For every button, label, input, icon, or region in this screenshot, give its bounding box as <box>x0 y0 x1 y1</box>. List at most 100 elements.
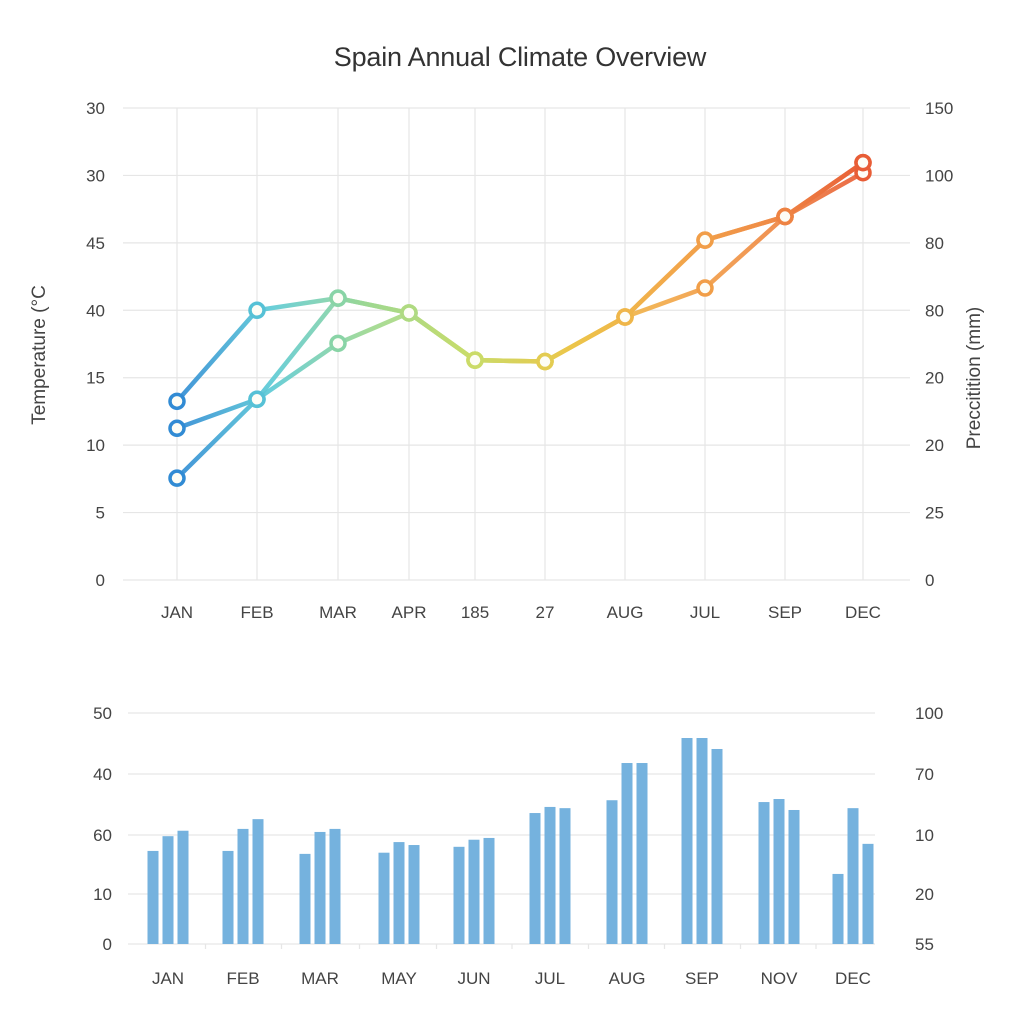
bar <box>378 852 390 944</box>
top-series-points <box>168 153 872 487</box>
data-point <box>168 419 186 438</box>
bar <box>847 808 859 944</box>
data-point <box>854 153 872 172</box>
x-tick-label: JUN <box>457 969 490 988</box>
bar <box>314 831 326 944</box>
bar <box>237 828 249 944</box>
y-tick-label-right: 80 <box>925 301 944 320</box>
bar <box>636 763 648 944</box>
y-tick-label-left: 30 <box>86 166 105 185</box>
bar <box>529 813 541 944</box>
x-tick-label: AUG <box>609 969 646 988</box>
x-tick-label: SEP <box>768 603 802 622</box>
data-point <box>616 308 634 326</box>
data-point <box>248 390 266 409</box>
data-point <box>168 392 186 411</box>
x-tick-label: JUL <box>690 603 720 622</box>
y-tick-label-right: 25 <box>925 504 944 523</box>
bar <box>329 828 341 944</box>
data-point <box>466 351 484 369</box>
data-point <box>536 352 554 371</box>
y-tick-label-left: 15 <box>86 369 105 388</box>
bar <box>711 748 723 944</box>
bar <box>393 842 405 944</box>
bar <box>862 843 874 944</box>
y-axis-label-right: Preccitition (mm) <box>964 307 985 450</box>
x-tick-label: NOV <box>761 969 799 988</box>
top-series-lines <box>174 160 866 481</box>
x-tick-label: FEB <box>240 603 273 622</box>
bar <box>559 808 571 944</box>
bar <box>177 830 189 944</box>
x-tick-label: MAR <box>319 603 357 622</box>
y-tick-label-right: 80 <box>925 234 944 253</box>
bottom-y-axis-right: 55 20 10 70 100 <box>915 704 943 954</box>
y-tick-label-right: 20 <box>925 369 944 388</box>
bar <box>483 837 495 944</box>
y-tick-label-left: 30 <box>86 99 105 118</box>
x-tick-label: SEP <box>685 969 719 988</box>
series-line-3 <box>174 160 866 404</box>
bar <box>621 763 633 944</box>
bar <box>162 836 174 944</box>
x-tick-label: DEC <box>835 969 871 988</box>
y-tick-label-right: 0 <box>925 571 934 590</box>
bar <box>696 738 708 944</box>
bottom-y-axis-left: 0 10 60 40 50 <box>93 704 112 954</box>
bar <box>147 850 159 944</box>
y-tick-label-right: 70 <box>915 765 934 784</box>
data-point <box>776 207 794 226</box>
y-tick-label-right: 100 <box>925 166 953 185</box>
y-tick-label-left: 45 <box>86 234 105 253</box>
bar <box>468 839 480 944</box>
x-tick-label: JAN <box>161 603 193 622</box>
bar <box>758 802 770 944</box>
bar <box>773 799 785 944</box>
data-point <box>696 231 714 249</box>
bar <box>606 800 618 944</box>
y-tick-label-left: 10 <box>93 885 112 904</box>
y-tick-label-left: 0 <box>96 571 105 590</box>
data-point <box>696 279 714 297</box>
y-tick-label-right: 20 <box>925 436 944 455</box>
data-point <box>400 304 418 322</box>
y-axis-label-left: Temperature (°C <box>29 285 50 425</box>
y-tick-label-left: 60 <box>93 826 112 845</box>
bar <box>222 850 234 944</box>
top-gridlines <box>123 107 910 581</box>
bottom-x-axis: JAN FEB MAR MAY JUN JUL AUG SEP NOV DEC <box>152 969 871 988</box>
top-x-axis: JAN FEB MAR APR 185 27 AUG JUL SEP DEC <box>161 603 881 622</box>
y-tick-label-right: 55 <box>915 935 934 954</box>
y-tick-label-left: 5 <box>96 504 105 523</box>
bar <box>788 809 800 944</box>
y-tick-label-left: 50 <box>93 704 112 723</box>
x-tick-label: MAY <box>381 969 417 988</box>
bar <box>544 806 556 944</box>
x-tick-label: JAN <box>152 969 184 988</box>
data-point <box>329 289 347 307</box>
bar <box>832 873 844 944</box>
x-tick-label: FEB <box>226 969 259 988</box>
bar <box>453 846 465 944</box>
top-y-axis-left: 0 5 10 15 40 45 30 30 <box>86 99 105 590</box>
top-y-axis-right: 0 25 20 20 80 80 100 150 <box>925 99 953 590</box>
x-tick-label: 185 <box>461 603 489 622</box>
y-tick-label-right: 150 <box>925 99 953 118</box>
bar <box>408 845 420 944</box>
series-line-2 <box>174 160 866 431</box>
bottom-bars <box>147 738 874 944</box>
y-tick-label-left: 40 <box>86 301 105 320</box>
y-tick-label-left: 10 <box>86 436 105 455</box>
y-tick-label-right: 10 <box>915 826 934 845</box>
data-point <box>329 334 347 353</box>
data-point <box>168 469 186 487</box>
data-point <box>248 301 266 320</box>
bar <box>681 738 693 944</box>
x-tick-label: DEC <box>845 603 881 622</box>
series-line-1 <box>174 170 866 481</box>
x-tick-label: AUG <box>607 603 644 622</box>
y-tick-label-right: 100 <box>915 704 943 723</box>
chart-title: Spain Annual Climate Overview <box>333 42 707 72</box>
bar <box>252 819 264 944</box>
